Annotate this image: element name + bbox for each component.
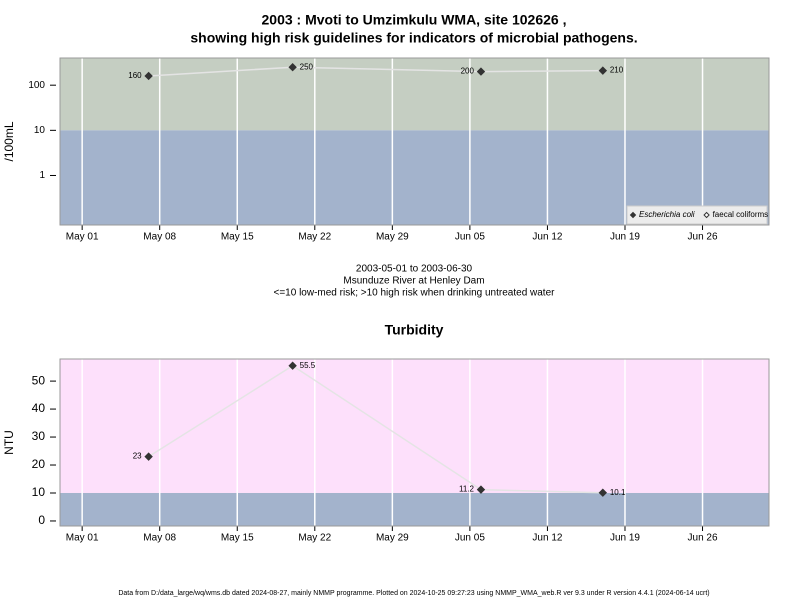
y-tick-label: 50 bbox=[32, 373, 46, 387]
data-point bbox=[598, 66, 608, 75]
caption: 2003-05-01 to 2003-06-30 bbox=[356, 264, 473, 275]
x-tick-label: Jun 19 bbox=[610, 533, 640, 544]
low-risk-band bbox=[60, 492, 769, 526]
chart-title: 2003 : Mvoti to Umzimkulu WMA, site 1026… bbox=[262, 12, 567, 28]
legend-label: Escherichia coli bbox=[639, 210, 695, 219]
data-point bbox=[288, 63, 297, 72]
caption: Msunduze River at Henley Dam bbox=[343, 276, 484, 287]
data-label: 210 bbox=[610, 66, 624, 75]
y-tick-label: 0 bbox=[38, 513, 45, 527]
y-tick-label: 10 bbox=[34, 125, 46, 136]
data-point bbox=[476, 67, 486, 76]
x-tick-label: Jun 26 bbox=[688, 232, 718, 243]
x-tick-label: May 29 bbox=[376, 232, 409, 243]
x-tick-label: Jun 19 bbox=[610, 232, 640, 243]
data-label: 11.2 bbox=[459, 485, 475, 494]
data-point bbox=[144, 452, 153, 461]
data-label: 160 bbox=[128, 71, 142, 80]
y-axis-label: NTU bbox=[2, 430, 16, 455]
high-risk-band bbox=[60, 359, 769, 493]
x-tick-label: May 08 bbox=[143, 232, 176, 243]
y-tick-label: 30 bbox=[32, 429, 46, 443]
x-tick-label: May 15 bbox=[221, 232, 254, 243]
data-label: 23 bbox=[133, 452, 142, 461]
high-risk-band bbox=[60, 58, 769, 131]
footer: Data from D:/data_large/wq/wms.db dated … bbox=[118, 590, 709, 597]
data-point bbox=[598, 488, 608, 497]
caption: <=10 low-med risk; >10 high risk when dr… bbox=[274, 288, 556, 299]
data-point bbox=[288, 361, 297, 370]
x-tick-label: May 29 bbox=[376, 533, 409, 544]
x-tick-label: Jun 12 bbox=[532, 533, 562, 544]
chart-subtitle: showing high risk guidelines for indicat… bbox=[190, 30, 637, 46]
x-tick-label: Jun 05 bbox=[455, 232, 485, 243]
y-tick-label: 10 bbox=[32, 485, 46, 499]
data-label: 55.5 bbox=[300, 361, 316, 370]
data-label: 10.1 bbox=[610, 488, 626, 497]
y-tick-label: 20 bbox=[32, 457, 46, 471]
x-tick-label: May 22 bbox=[298, 533, 331, 544]
plot-border bbox=[59, 358, 770, 527]
x-tick-label: May 01 bbox=[66, 533, 99, 544]
plot-border bbox=[59, 57, 770, 226]
x-tick-label: May 08 bbox=[143, 533, 176, 544]
legend-marker bbox=[703, 211, 710, 219]
data-point bbox=[144, 71, 153, 81]
x-tick-label: Jun 05 bbox=[455, 533, 485, 544]
y-tick-label: 1 bbox=[39, 170, 45, 181]
data-point bbox=[476, 485, 486, 494]
legend-box bbox=[626, 205, 768, 225]
series-line bbox=[148, 364, 603, 494]
y-axis-label: /100mL bbox=[2, 121, 16, 161]
legend-label: faecal coliforms bbox=[713, 210, 769, 219]
x-tick-label: May 22 bbox=[298, 232, 331, 243]
y-tick-label: 40 bbox=[32, 401, 46, 415]
legend-marker bbox=[629, 211, 637, 219]
series-line bbox=[148, 66, 603, 77]
chart-title: Turbidity bbox=[385, 322, 444, 338]
x-tick-label: Jun 12 bbox=[532, 232, 562, 243]
x-tick-label: Jun 26 bbox=[688, 533, 718, 544]
data-label: 200 bbox=[461, 67, 475, 76]
data-label: 250 bbox=[300, 62, 314, 71]
x-tick-label: May 15 bbox=[221, 533, 254, 544]
x-tick-label: May 01 bbox=[66, 232, 99, 243]
y-tick-label: 100 bbox=[28, 80, 45, 91]
